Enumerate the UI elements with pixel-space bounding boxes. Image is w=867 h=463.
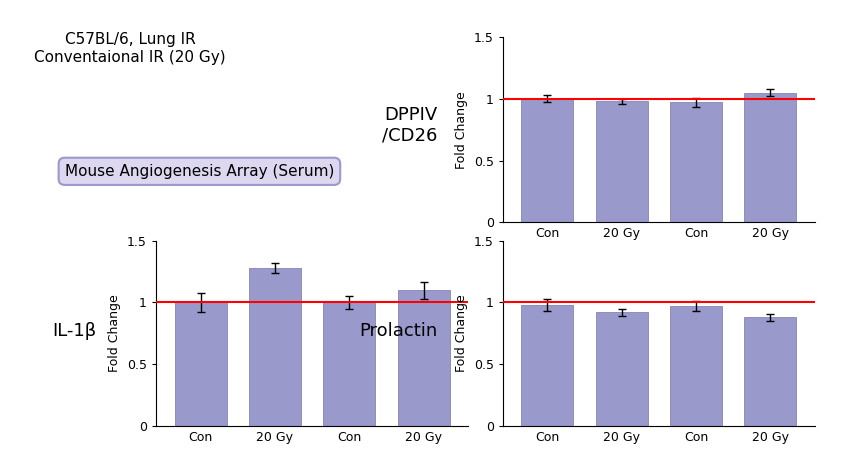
Bar <box>174 302 226 426</box>
Text: Mouse Angiogenesis Array (Serum): Mouse Angiogenesis Array (Serum) <box>65 164 334 179</box>
Bar <box>670 102 722 222</box>
Text: Prolactin: Prolactin <box>360 322 438 340</box>
Text: C57BL/6, Lung IR
Conventaional IR (20 Gy): C57BL/6, Lung IR Conventaional IR (20 Gy… <box>34 32 226 65</box>
Text: DPPIV
/CD26: DPPIV /CD26 <box>382 106 438 144</box>
Bar <box>596 313 648 426</box>
Text: 9 months: 9 months <box>555 300 614 313</box>
Text: IL-1β: IL-1β <box>52 322 96 340</box>
Bar <box>596 101 648 222</box>
Bar <box>745 93 797 222</box>
Y-axis label: Fold Change: Fold Change <box>108 294 121 372</box>
Bar <box>398 290 450 426</box>
Bar <box>745 317 797 426</box>
Y-axis label: Fold Change: Fold Change <box>455 91 468 169</box>
Bar <box>670 306 722 426</box>
Bar <box>249 268 301 426</box>
Bar <box>521 305 573 426</box>
Y-axis label: Fold Change: Fold Change <box>455 294 468 372</box>
Text: 12 months: 12 months <box>700 300 766 313</box>
Bar <box>521 99 573 222</box>
Bar <box>323 302 375 426</box>
